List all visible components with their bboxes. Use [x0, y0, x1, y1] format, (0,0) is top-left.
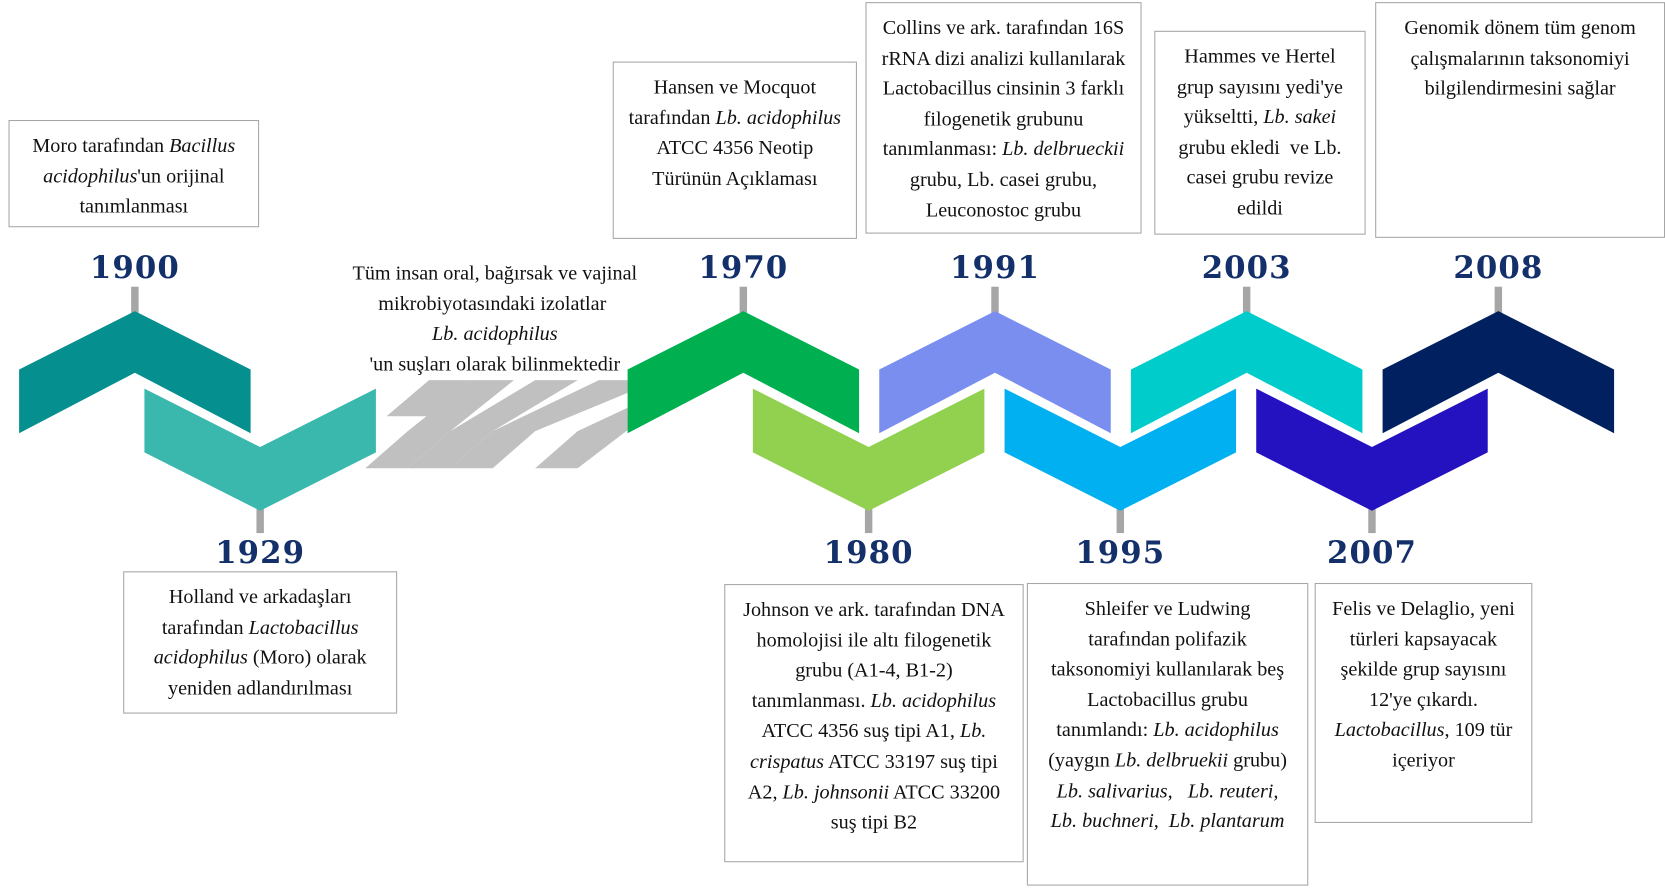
chevron	[19, 311, 251, 434]
text-run: Johnson ve ark. tarafından DNA homolojis…	[743, 598, 1010, 713]
event-box: Hammes ve Hertel grup sayısını yedi'ye y…	[1154, 30, 1366, 235]
event-box: Collins ve ark. tarafından 16S rRNA dizi…	[865, 2, 1142, 234]
text-run: ATCC 33200 suş tipi B2	[830, 781, 1006, 834]
stem	[1494, 286, 1503, 314]
event-box: Johnson ve ark. tarafından DNA homolojis…	[724, 584, 1024, 863]
event-description: Collins ve ark. tarafından 16S rRNA dizi…	[881, 14, 1126, 227]
chevron	[752, 388, 985, 511]
note: Tüm insan oral, bağırsak ve vajinal mikr…	[338, 259, 652, 376]
stripe	[535, 407, 628, 469]
chevron	[1382, 311, 1615, 434]
event-description: Hansen ve Mocquot tarafından Lb. acidoph…	[629, 73, 841, 194]
stripe	[407, 380, 578, 469]
year-label: 1995	[1075, 535, 1165, 571]
text-run: Lb. crispatus	[750, 720, 992, 774]
text-run: Lb. acidophilus	[870, 690, 997, 713]
chevron	[144, 388, 376, 511]
text-run: grubu, Lb. casei grubu, Leuconostoc grub…	[909, 138, 1130, 222]
text-run: Tüm insan oral, bağırsak ve vajinal mikr…	[352, 262, 643, 315]
event-description: Felis ve Delaglio, yeni türleri kapsayac…	[1331, 595, 1517, 777]
text-run: Holland ve arkadaşları tarafından	[161, 586, 357, 639]
chevron	[1004, 388, 1237, 511]
stem	[131, 286, 139, 314]
chevron	[627, 311, 860, 434]
event-box: Genomik dönem tüm genom çalışmalarının t…	[1375, 2, 1665, 238]
stem	[864, 508, 873, 534]
chevron	[1256, 388, 1488, 511]
stem	[739, 286, 748, 314]
year-label: 1991	[950, 250, 1040, 286]
text-run: Lb. salivarius, Lb. reuteri, Lb. buchner…	[1050, 780, 1285, 833]
event-box: Shleifer ve Ludwing tarafından polifazik…	[1026, 582, 1309, 886]
text-run: Lb. delbruekii	[1114, 749, 1229, 772]
stem	[1242, 286, 1251, 314]
stripes	[365, 380, 628, 469]
year-label: 2008	[1453, 250, 1543, 286]
text-run: ATCC 4356 suş tipi A1,	[761, 690, 1002, 743]
event-description: Shleifer ve Ludwing tarafından polifazik…	[1043, 595, 1293, 838]
text-run: Lactobacillus acidophilus	[153, 616, 364, 670]
text-run: Hansen ve Mocquot tarafından	[628, 76, 822, 130]
stripe	[450, 380, 628, 469]
year-label: 1970	[698, 250, 788, 286]
text-run: 'un orijinal tanımlanması	[79, 165, 230, 218]
stripe	[365, 380, 514, 469]
stem	[1368, 508, 1376, 534]
text-run: Hammes ve Hertel grup sayısını yedi'ye y…	[1176, 45, 1349, 129]
text-run: Felis ve Delaglio, yeni türleri kapsayac…	[1332, 597, 1520, 712]
event-description: Genomik dönem tüm genom çalışmalarının t…	[1391, 14, 1649, 105]
text-run: ATCC 33197 suş tipi A2,	[747, 750, 1002, 804]
event-description: Holland ve arkadaşları tarafından Lactob…	[139, 583, 381, 704]
chevron	[879, 311, 1111, 434]
text-run: Collins ve ark. tarafından 16S rRNA dizi…	[881, 16, 1131, 161]
year-label: 2003	[1202, 250, 1292, 286]
text-run: Lb. acidophilus	[715, 106, 842, 130]
event-description: Johnson ve ark. tarafından DNA homolojis…	[740, 596, 1008, 839]
text-run: Lb. sakei	[1263, 106, 1337, 129]
event-box: Hansen ve Mocquot tarafından Lb. acidoph…	[612, 61, 857, 239]
text-run: Lb. acidophilus	[432, 323, 558, 346]
text-run: grubu)	[1228, 749, 1292, 772]
stem	[256, 508, 264, 534]
text-run: Lactobacillus	[1334, 719, 1445, 742]
text-run: Lb. delbrueckii	[1002, 138, 1125, 161]
text-run: Lb. johnsonii	[782, 781, 890, 804]
event-description: Hammes ve Hertel grup sayısını yedi'ye y…	[1170, 42, 1349, 224]
text-run: (yaygın	[1048, 719, 1284, 772]
text-run: 'un suşları olarak bilinmektedir	[369, 353, 621, 376]
text-run: Lb. acidophilus	[1153, 719, 1279, 742]
year-label: 2007	[1327, 535, 1417, 571]
event-box: Felis ve Delaglio, yeni türleri kapsayac…	[1314, 582, 1533, 823]
stripe	[386, 380, 472, 417]
text-run: Shleifer ve Ludwing tarafından polifazik…	[1050, 597, 1290, 742]
event-description: Moro tarafından Bacillus acidophilus'un …	[24, 132, 243, 223]
text-run: grubu ekledi ve Lb. casei grubu revize e…	[1178, 106, 1347, 220]
year-label: 1980	[824, 535, 914, 571]
text-run: ATCC 4356 Neotip Türünün Açıklaması	[652, 106, 845, 190]
year-label: 1900	[90, 250, 180, 286]
event-box: Holland ve arkadaşları tarafından Lactob…	[123, 571, 398, 714]
text-run: Genomik dönem tüm genom çalışmalarının t…	[1404, 16, 1641, 101]
stem	[991, 286, 999, 314]
year-label: 1929	[215, 535, 305, 571]
text-run: , 109 tür içeriyor	[1392, 719, 1518, 772]
stem	[1116, 508, 1125, 534]
event-box: Moro tarafından Bacillus acidophilus'un …	[8, 119, 260, 228]
text-run: (Moro) olarak yeniden adlandırılması	[167, 646, 372, 700]
text-run: Moro tarafından	[32, 134, 170, 158]
text-run: Bacillus acidophilus	[43, 134, 241, 188]
chevron	[1130, 311, 1363, 434]
